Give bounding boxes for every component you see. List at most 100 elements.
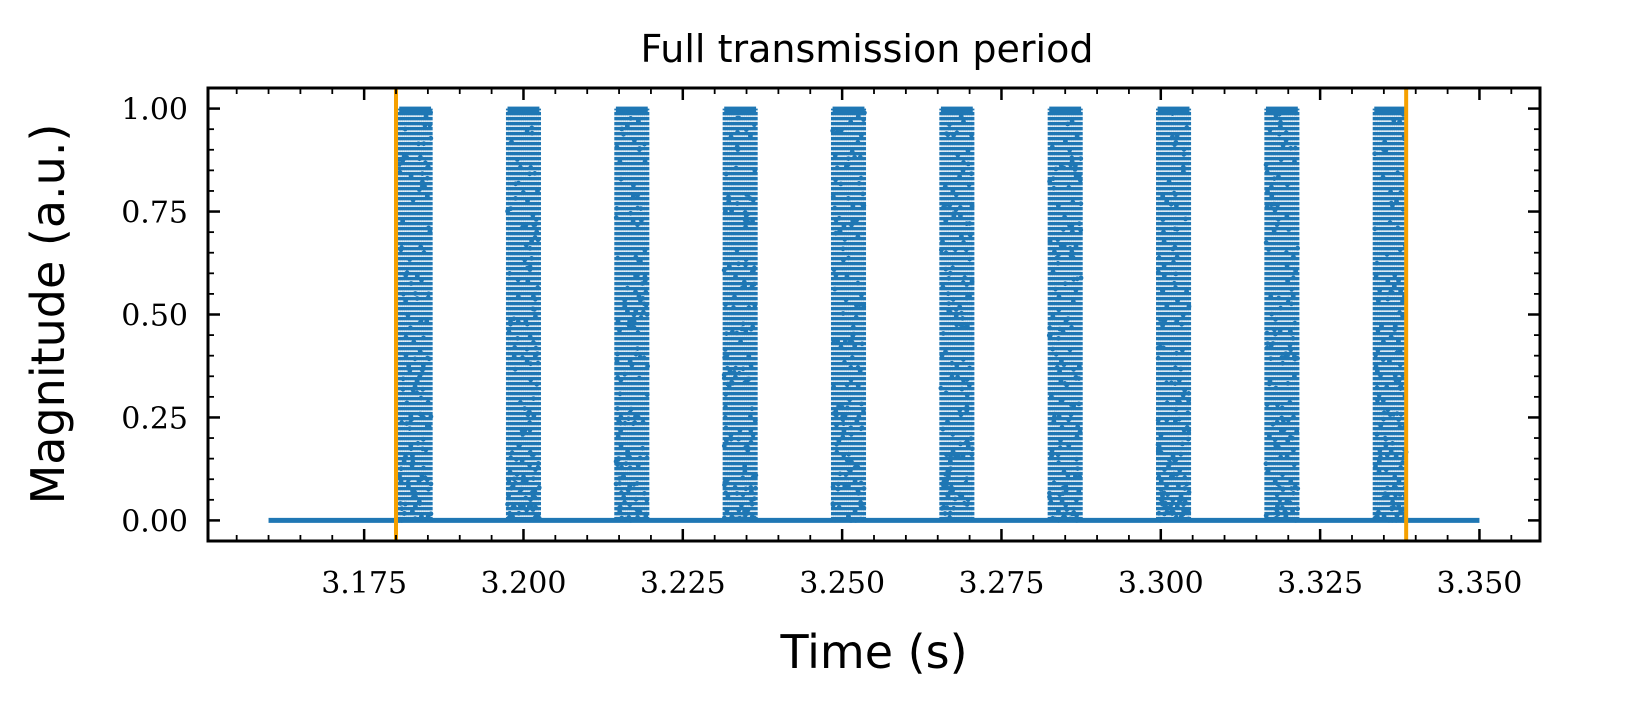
data-point bbox=[1173, 418, 1178, 424]
data-point bbox=[721, 267, 727, 273]
data-point bbox=[1062, 514, 1067, 520]
data-point bbox=[743, 328, 749, 334]
data-point bbox=[529, 125, 535, 131]
data-point bbox=[954, 322, 960, 328]
data-point bbox=[745, 192, 751, 197]
data-point bbox=[848, 431, 854, 437]
data-point bbox=[1274, 222, 1280, 228]
data-point bbox=[633, 254, 639, 260]
data-point bbox=[531, 413, 537, 419]
data-point bbox=[632, 138, 637, 143]
data-point bbox=[1155, 355, 1161, 361]
data-point bbox=[724, 331, 729, 336]
data-point bbox=[405, 313, 411, 318]
data-point bbox=[424, 318, 430, 324]
data-point bbox=[425, 355, 430, 361]
data-point bbox=[848, 425, 854, 431]
data-point bbox=[400, 158, 406, 164]
data-point bbox=[416, 187, 422, 192]
data-point bbox=[1272, 437, 1278, 443]
data-point bbox=[1076, 173, 1082, 179]
data-point bbox=[1173, 406, 1179, 412]
data-point bbox=[1067, 222, 1072, 228]
data-point bbox=[1186, 509, 1191, 515]
data-point bbox=[831, 337, 836, 343]
data-point bbox=[1388, 289, 1394, 295]
data-point bbox=[852, 155, 857, 160]
data-point bbox=[748, 362, 754, 368]
data-point bbox=[732, 294, 737, 300]
data-point bbox=[1376, 458, 1382, 464]
data-point bbox=[1073, 287, 1079, 293]
data-point bbox=[848, 377, 854, 383]
data-point bbox=[1290, 293, 1296, 299]
data-point bbox=[632, 420, 638, 426]
data-point bbox=[729, 379, 734, 385]
data-point bbox=[1057, 445, 1063, 451]
data-point bbox=[963, 247, 969, 253]
data-point bbox=[1384, 251, 1390, 257]
data-point bbox=[722, 415, 728, 421]
data-point bbox=[965, 161, 971, 167]
data-point bbox=[731, 370, 737, 376]
data-point bbox=[1074, 497, 1079, 503]
data-point bbox=[834, 165, 840, 171]
data-point bbox=[951, 505, 957, 511]
data-point bbox=[513, 456, 519, 462]
data-point bbox=[1181, 169, 1186, 174]
data-point bbox=[419, 171, 425, 177]
data-point bbox=[745, 376, 750, 382]
data-point bbox=[424, 423, 430, 429]
data-point bbox=[834, 129, 840, 135]
data-point bbox=[849, 355, 855, 361]
data-point bbox=[854, 217, 860, 223]
data-point bbox=[403, 298, 408, 304]
data-point bbox=[417, 349, 423, 355]
data-point bbox=[953, 192, 959, 198]
data-point bbox=[1270, 421, 1276, 427]
data-point bbox=[1376, 298, 1381, 304]
data-point bbox=[1374, 260, 1380, 266]
data-point bbox=[858, 175, 864, 181]
data-point bbox=[420, 363, 426, 368]
data-point bbox=[1288, 479, 1294, 484]
data-point bbox=[723, 404, 728, 410]
data-point bbox=[746, 354, 752, 359]
data-point bbox=[1398, 190, 1404, 196]
data-point bbox=[418, 476, 424, 482]
data-point bbox=[846, 513, 851, 519]
data-point bbox=[627, 465, 633, 471]
data-point bbox=[398, 466, 404, 472]
data-point bbox=[726, 194, 731, 200]
data-point bbox=[1381, 410, 1387, 416]
data-point bbox=[1048, 499, 1054, 505]
data-point bbox=[1059, 358, 1064, 364]
burst-top bbox=[615, 106, 648, 115]
data-point bbox=[518, 400, 523, 405]
data-point bbox=[1292, 373, 1297, 379]
data-point bbox=[1069, 249, 1075, 255]
data-point bbox=[1391, 118, 1397, 123]
data-point bbox=[961, 377, 966, 383]
data-point bbox=[1056, 294, 1062, 300]
data-point bbox=[532, 306, 537, 312]
data-point bbox=[1396, 377, 1402, 383]
data-point bbox=[415, 441, 421, 446]
y-tick-label: 0.00 bbox=[121, 504, 188, 539]
data-point bbox=[831, 267, 837, 272]
data-point bbox=[950, 188, 956, 194]
data-point bbox=[850, 203, 856, 209]
data-point bbox=[615, 351, 620, 357]
data-point bbox=[521, 474, 526, 480]
data-point bbox=[1056, 252, 1061, 257]
data-point bbox=[1273, 385, 1279, 391]
data-point bbox=[638, 298, 643, 303]
data-point bbox=[523, 495, 529, 501]
data-point bbox=[748, 485, 754, 490]
data-point bbox=[1169, 380, 1174, 386]
data-point bbox=[532, 171, 538, 176]
data-point bbox=[743, 257, 749, 262]
burst-top bbox=[1265, 106, 1298, 115]
data-point bbox=[1180, 164, 1186, 170]
data-point bbox=[428, 414, 434, 419]
